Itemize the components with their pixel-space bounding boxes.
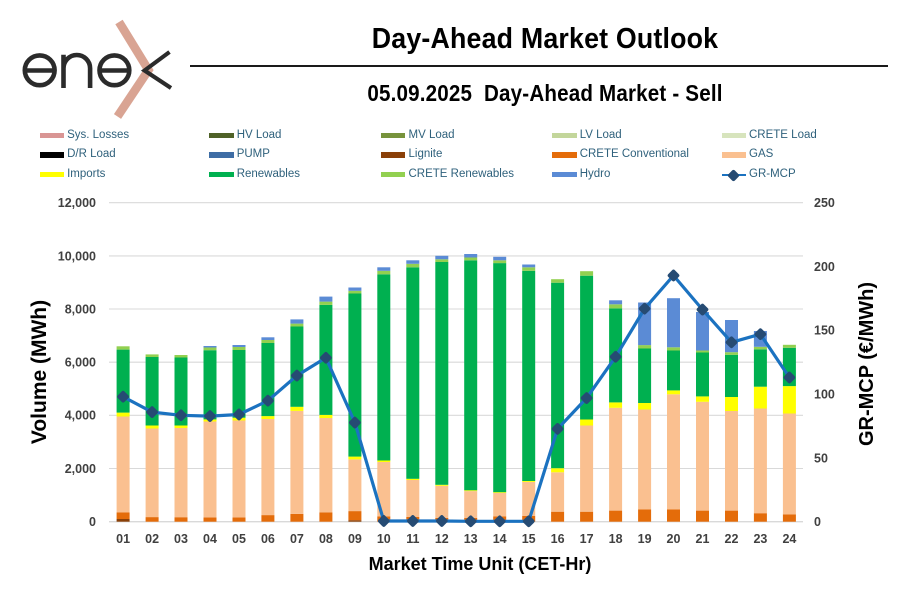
- svg-text:08: 08: [319, 532, 333, 546]
- svg-text:12,000: 12,000: [58, 196, 96, 210]
- svg-text:02: 02: [145, 532, 159, 546]
- svg-text:10: 10: [377, 532, 391, 546]
- svg-text:18: 18: [609, 532, 623, 546]
- svg-text:24: 24: [782, 532, 796, 546]
- svg-text:200: 200: [814, 260, 835, 274]
- svg-text:20: 20: [667, 532, 681, 546]
- svg-text:01: 01: [116, 532, 130, 546]
- svg-text:15: 15: [522, 532, 536, 546]
- svg-text:22: 22: [725, 532, 739, 546]
- svg-text:10,000: 10,000: [58, 249, 96, 263]
- svg-text:05: 05: [232, 532, 246, 546]
- svg-text:50: 50: [814, 451, 828, 465]
- svg-text:4,000: 4,000: [65, 409, 96, 423]
- svg-text:21: 21: [696, 532, 710, 546]
- svg-text:Market Time Unit (CET-Hr): Market Time Unit (CET-Hr): [369, 554, 592, 574]
- svg-text:6,000: 6,000: [65, 356, 96, 370]
- svg-text:03: 03: [174, 532, 188, 546]
- svg-text:09: 09: [348, 532, 362, 546]
- svg-text:12: 12: [435, 532, 449, 546]
- svg-text:04: 04: [203, 532, 217, 546]
- svg-text:150: 150: [814, 324, 835, 338]
- svg-text:0: 0: [814, 515, 821, 529]
- svg-text:16: 16: [551, 532, 565, 546]
- svg-text:07: 07: [290, 532, 304, 546]
- svg-text:0: 0: [89, 515, 96, 529]
- svg-text:11: 11: [406, 532, 419, 546]
- svg-text:13: 13: [464, 532, 478, 546]
- svg-text:8,000: 8,000: [65, 302, 96, 316]
- svg-text:17: 17: [580, 532, 594, 546]
- svg-text:23: 23: [753, 532, 767, 546]
- svg-text:250: 250: [814, 196, 835, 210]
- svg-text:06: 06: [261, 532, 275, 546]
- svg-text:2,000: 2,000: [65, 462, 96, 476]
- svg-text:100: 100: [814, 388, 835, 402]
- svg-text:Volume (MWh): Volume (MWh): [28, 300, 51, 444]
- svg-text:14: 14: [493, 532, 507, 546]
- svg-text:19: 19: [638, 532, 652, 546]
- svg-text:GR-MCP (€/MWh): GR-MCP (€/MWh): [856, 282, 878, 446]
